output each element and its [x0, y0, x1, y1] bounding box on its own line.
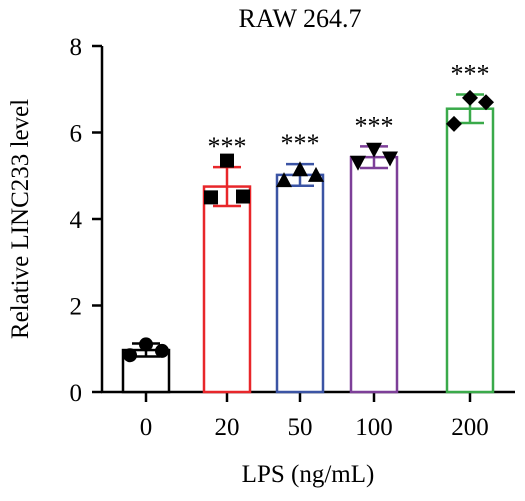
- data-point: [366, 142, 382, 158]
- data-point: [350, 155, 366, 171]
- bar-group-100: ***: [349, 111, 399, 394]
- y-tick-label: 8: [70, 34, 83, 61]
- significance-label: ***: [281, 129, 320, 158]
- bar: [445, 107, 495, 394]
- y-axis-label: Relative LINC233 level: [7, 99, 34, 339]
- data-point: [308, 166, 324, 182]
- significance-label: ***: [208, 132, 247, 161]
- y-tick-label: 0: [70, 380, 83, 407]
- y-axis: 0 2 4 6 8: [70, 34, 104, 407]
- data-point: [139, 337, 153, 352]
- y-tick-label: 4: [70, 207, 83, 234]
- data-point: [155, 343, 169, 358]
- data-point: [382, 151, 398, 167]
- y-tick-label: 6: [70, 121, 83, 148]
- data-point: [236, 189, 250, 204]
- bar: [349, 155, 399, 394]
- bars: *** *** *** ***: [121, 59, 495, 394]
- y-tick-label: 2: [70, 294, 83, 321]
- x-tick-label: 20: [215, 414, 240, 441]
- x-tick-label: 50: [288, 414, 313, 441]
- significance-label: ***: [355, 111, 394, 140]
- bar-group-50: ***: [275, 129, 325, 394]
- x-tick-label: 100: [355, 414, 393, 441]
- data-point: [292, 161, 308, 177]
- data-point: [446, 115, 462, 132]
- bar-group-0: [121, 337, 171, 394]
- x-axis-label: LPS (ng/mL): [242, 461, 375, 488]
- data-point: [204, 190, 218, 205]
- data-point: [220, 153, 234, 168]
- x-axis: 0 20 50 100 200: [101, 390, 515, 441]
- x-tick-label: 200: [451, 414, 489, 441]
- x-tick-label: 0: [140, 414, 153, 441]
- data-point: [478, 94, 494, 111]
- data-point: [462, 89, 478, 106]
- chart-title: RAW 264.7: [238, 4, 361, 33]
- bar-group-200: ***: [445, 59, 495, 394]
- data-point: [123, 348, 137, 363]
- significance-label: ***: [451, 59, 490, 88]
- data-point: [276, 172, 292, 188]
- bar: [275, 173, 325, 394]
- bar: [202, 185, 252, 394]
- bar-group-20: ***: [202, 132, 252, 394]
